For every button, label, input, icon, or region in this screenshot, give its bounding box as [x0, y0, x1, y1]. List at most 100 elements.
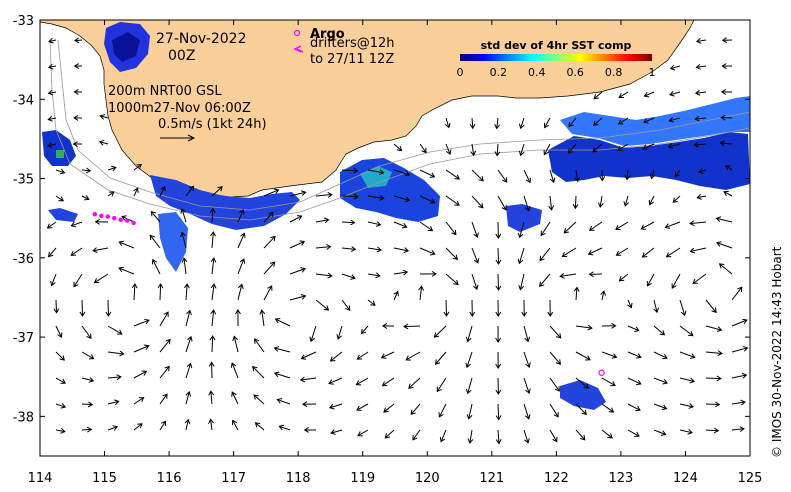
current-vector	[185, 310, 191, 327]
current-vector-head	[336, 334, 342, 340]
current-vector	[549, 403, 559, 418]
current-vector	[642, 247, 655, 258]
current-vector	[705, 377, 721, 380]
current-vector-head	[72, 141, 78, 147]
current-vector	[118, 267, 135, 275]
current-vector-head	[690, 353, 696, 359]
current-vector-head	[543, 122, 550, 129]
colorbar-tick-label: 1	[649, 66, 656, 79]
current-vector-head	[495, 389, 502, 395]
current-vector	[403, 325, 421, 328]
x-tick-label: 124	[673, 471, 698, 486]
current-vector-head	[273, 371, 280, 378]
current-vector-head	[133, 187, 139, 193]
x-tick-label: 118	[286, 471, 311, 486]
current-vector	[315, 219, 329, 223]
current-vector	[679, 299, 686, 316]
sst-patch-northwest-core	[112, 32, 140, 62]
current-vector-head	[674, 171, 680, 178]
current-vector-head	[439, 436, 446, 443]
current-vector	[716, 217, 733, 223]
current-vector	[328, 377, 343, 384]
current-vector	[237, 284, 243, 301]
current-vector-head	[85, 167, 92, 174]
current-vector-head	[79, 311, 86, 317]
current-vector	[523, 169, 531, 183]
current-vector	[616, 247, 629, 256]
sst-patch-southwest-lobe	[158, 212, 188, 272]
current-vector	[674, 169, 681, 177]
current-vector-head	[742, 318, 748, 325]
current-vector	[55, 169, 65, 174]
current-vector	[237, 209, 244, 223]
current-vector	[617, 143, 629, 151]
current-vector	[133, 370, 147, 379]
current-vector	[367, 169, 384, 174]
current-vector-head	[165, 338, 171, 345]
current-vector	[435, 351, 447, 365]
current-vector	[649, 195, 655, 205]
current-vector	[393, 271, 408, 275]
current-vector-head	[70, 221, 77, 228]
current-vector	[716, 242, 733, 249]
current-vector-head	[587, 250, 594, 256]
current-vector-head	[524, 336, 531, 343]
current-vector	[71, 221, 83, 227]
current-vector-head	[327, 272, 333, 279]
current-vector	[419, 143, 427, 153]
current-vector-head	[60, 403, 67, 409]
current-vector-head	[615, 250, 622, 256]
current-vector-head	[252, 365, 258, 372]
current-vector	[51, 273, 57, 286]
current-vector	[133, 319, 150, 327]
current-vector-head	[662, 353, 668, 360]
current-vector-head	[548, 205, 555, 211]
y-tick-label: -35	[13, 173, 34, 188]
current-vector-head	[144, 318, 150, 325]
current-vector-head	[73, 114, 79, 121]
current-vector-head	[379, 169, 385, 175]
current-vector-head	[303, 427, 309, 433]
current-vector-head	[667, 143, 674, 149]
current-vector	[725, 165, 733, 171]
current-vector-head	[618, 93, 624, 98]
current-vector-head	[451, 229, 457, 236]
current-vector-head	[208, 418, 214, 424]
current-vector-head	[98, 139, 105, 146]
current-vector	[159, 186, 166, 197]
drifter-point	[112, 215, 117, 221]
current-vector	[231, 362, 239, 379]
current-vector-head	[615, 224, 621, 230]
current-vector	[574, 195, 577, 209]
current-vector-head	[636, 353, 642, 359]
current-vector-head	[408, 383, 414, 389]
current-vector	[367, 195, 384, 199]
current-vector-head	[549, 177, 556, 184]
current-vector-head	[617, 145, 623, 151]
x-tick-label: 123	[608, 471, 633, 486]
current-vector	[471, 273, 478, 290]
current-vector-head	[431, 270, 437, 277]
current-vector-head	[501, 205, 507, 211]
current-vector-head	[151, 258, 158, 265]
current-vector	[647, 273, 655, 287]
x-tick-label: 125	[738, 471, 763, 486]
current-vector	[55, 429, 65, 433]
colorbar-tick-label: 0.8	[605, 66, 623, 79]
current-vector-head	[659, 330, 666, 336]
current-vector-head	[59, 355, 65, 361]
current-vector-head	[547, 311, 554, 317]
current-vector	[560, 273, 577, 277]
current-vector	[211, 258, 215, 275]
current-vector-head	[495, 363, 502, 369]
current-vector-head	[360, 328, 367, 335]
current-vector	[599, 195, 603, 207]
current-vector-head	[210, 309, 217, 315]
current-vector-head	[716, 375, 722, 382]
current-vector-head	[692, 278, 698, 285]
x-tick-label: 121	[479, 471, 504, 486]
current-vector	[549, 351, 561, 365]
current-vector	[619, 273, 629, 282]
current-vector-head	[403, 323, 409, 330]
current-vector-head	[689, 220, 695, 227]
